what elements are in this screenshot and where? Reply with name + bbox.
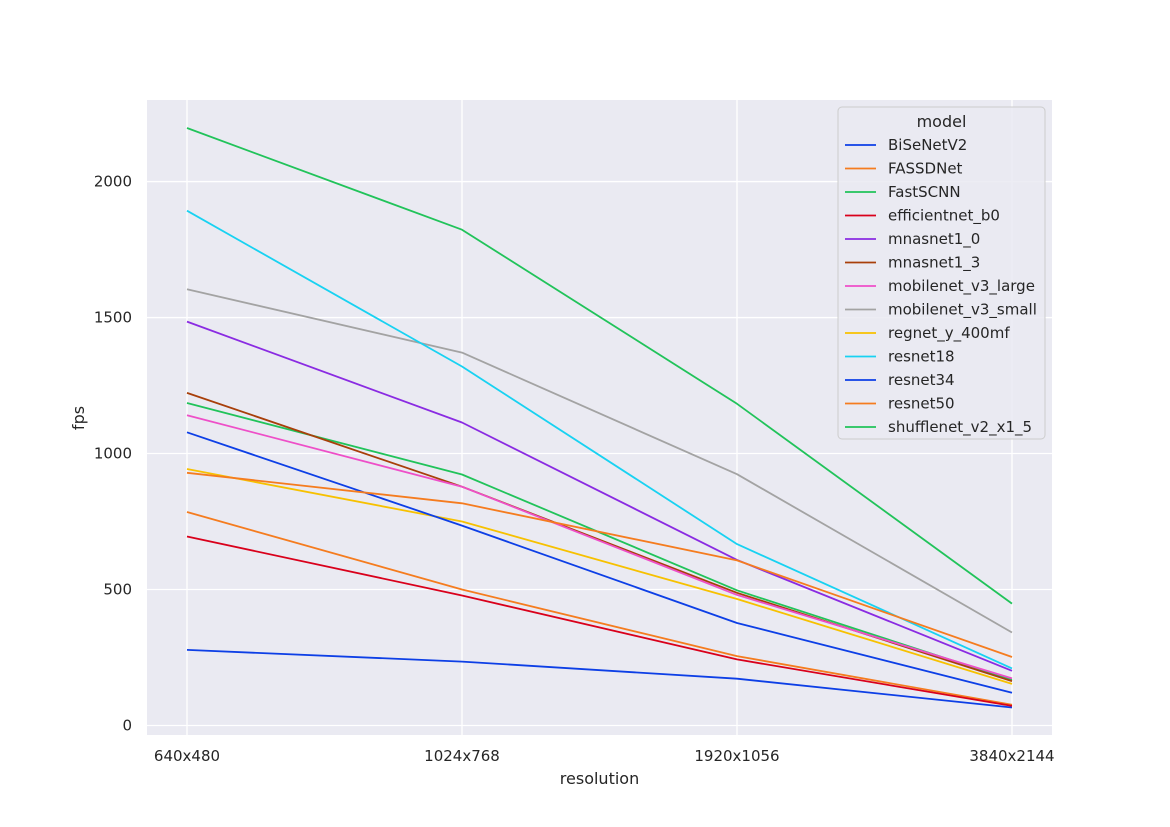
legend-label-fassdnet: FASSDNet xyxy=(888,160,963,178)
series-line-bisenetv2 xyxy=(186,649,1013,709)
series-line-mnasnet1-0 xyxy=(186,320,1013,672)
legend-label-mobilenet-v3-large: mobilenet_v3_large xyxy=(888,277,1035,296)
legend-label-resnet18: resnet18 xyxy=(888,348,955,366)
legend-items: BiSeNetV2 FASSDNet FastSCNN efficientnet_b0… xyxy=(845,136,1037,437)
series-line-shufflenet-v2-x1-5 xyxy=(186,127,1013,605)
legend-label-shufflenet-v2-x1-5: shufflenet_v2_x1_5 xyxy=(888,418,1032,437)
x-tick-label: 3840x2144 xyxy=(969,747,1054,765)
legend-label-mnasnet1-0: mnasnet1_0 xyxy=(888,230,980,249)
series-line-resnet50 xyxy=(186,471,1013,658)
legend-label-efficientnet-b0: efficientnet_b0 xyxy=(888,207,1000,226)
x-axis-ticks: 640x480 1024x768 1920x1056 3840x2144 xyxy=(154,747,1055,765)
legend-label-fastscnn: FastSCNN xyxy=(888,183,961,201)
series-line-efficientnet-b0 xyxy=(186,535,1013,707)
series-line-fassdnet xyxy=(186,511,1013,706)
x-tick-label: 640x480 xyxy=(154,747,220,765)
legend-label-bisenetv2: BiSeNetV2 xyxy=(888,136,967,154)
legend-box xyxy=(837,106,1046,440)
y-tick-label: 0 xyxy=(122,716,132,734)
legend-label-resnet34: resnet34 xyxy=(888,371,955,389)
legend-title: model xyxy=(917,112,967,131)
series-lines xyxy=(186,127,1013,709)
x-tick-label: 1024x768 xyxy=(424,747,500,765)
y-axis-label: fps xyxy=(69,406,88,430)
y-tick-label: 500 xyxy=(103,581,132,599)
series-line-mobilenet-v3-small xyxy=(186,288,1013,634)
legend-label-resnet50: resnet50 xyxy=(888,395,955,413)
y-tick-label: 2000 xyxy=(94,173,132,191)
legend: model BiSeNetV2 FASSDNet FastSCNN efficient… xyxy=(837,106,1046,440)
x-axis-label: resolution xyxy=(560,769,639,788)
legend-label-mnasnet1-3: mnasnet1_3 xyxy=(888,254,980,273)
series-line-resnet18 xyxy=(186,209,1013,670)
legend-label-regnet-y-400mf: regnet_y_400mf xyxy=(888,324,1010,343)
y-tick-label: 1500 xyxy=(94,309,132,327)
series-line-regnet-y-400mf xyxy=(186,468,1013,685)
x-tick-label: 1920x1056 xyxy=(694,747,779,765)
y-tick-label: 1000 xyxy=(94,445,132,463)
y-axis-ticks: 0 500 1000 1500 2000 xyxy=(94,173,132,735)
series-line-resnet34 xyxy=(186,431,1013,694)
series-line-mobilenet-v3-large xyxy=(186,414,1013,680)
legend-label-mobilenet-v3-small: mobilenet_v3_small xyxy=(888,301,1037,320)
